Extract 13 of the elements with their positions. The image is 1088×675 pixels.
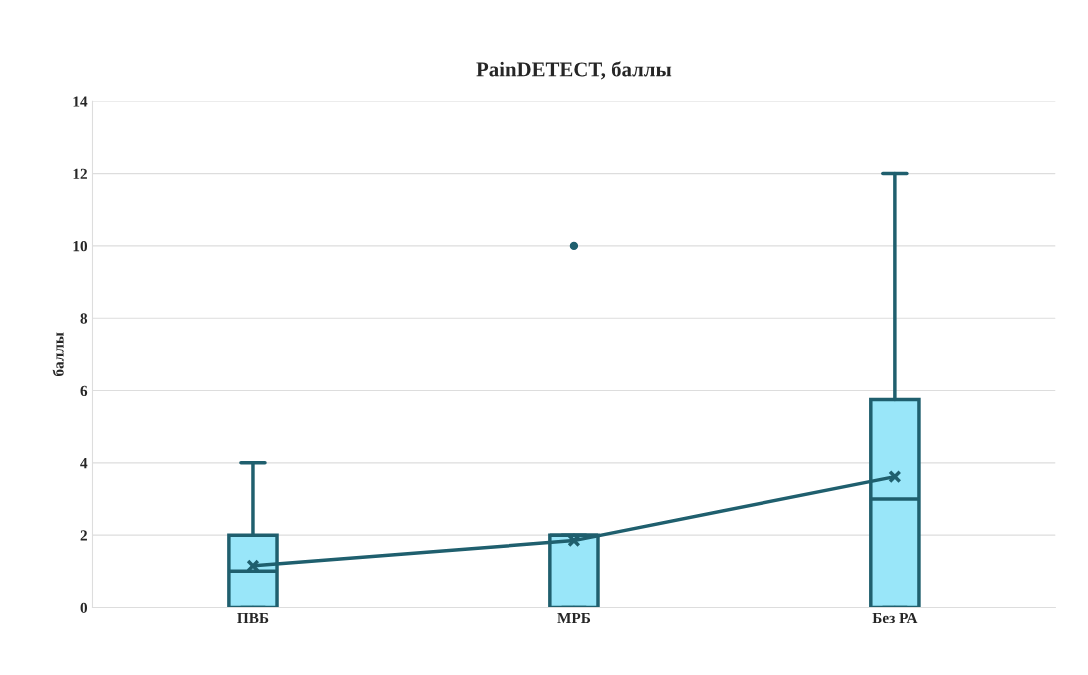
y-tick-label: 2: [80, 530, 87, 541]
y-tick-label: 12: [73, 168, 87, 179]
x-tick-label: ПВБ: [237, 612, 269, 624]
x-tick-label: Без РА: [872, 612, 918, 624]
y-tick-label: 8: [80, 313, 88, 324]
x-tick-label: МРБ: [557, 612, 591, 623]
y-axis-title: баллы: [52, 332, 64, 377]
chart-title: PainDETECT, баллы: [476, 61, 672, 80]
y-tick-label: 14: [73, 96, 88, 107]
y-tick-label: 4: [80, 458, 88, 469]
y-tick-label: 6: [80, 385, 88, 396]
y-tick-label: 0: [80, 602, 88, 613]
y-tick-label: 10: [73, 241, 88, 252]
